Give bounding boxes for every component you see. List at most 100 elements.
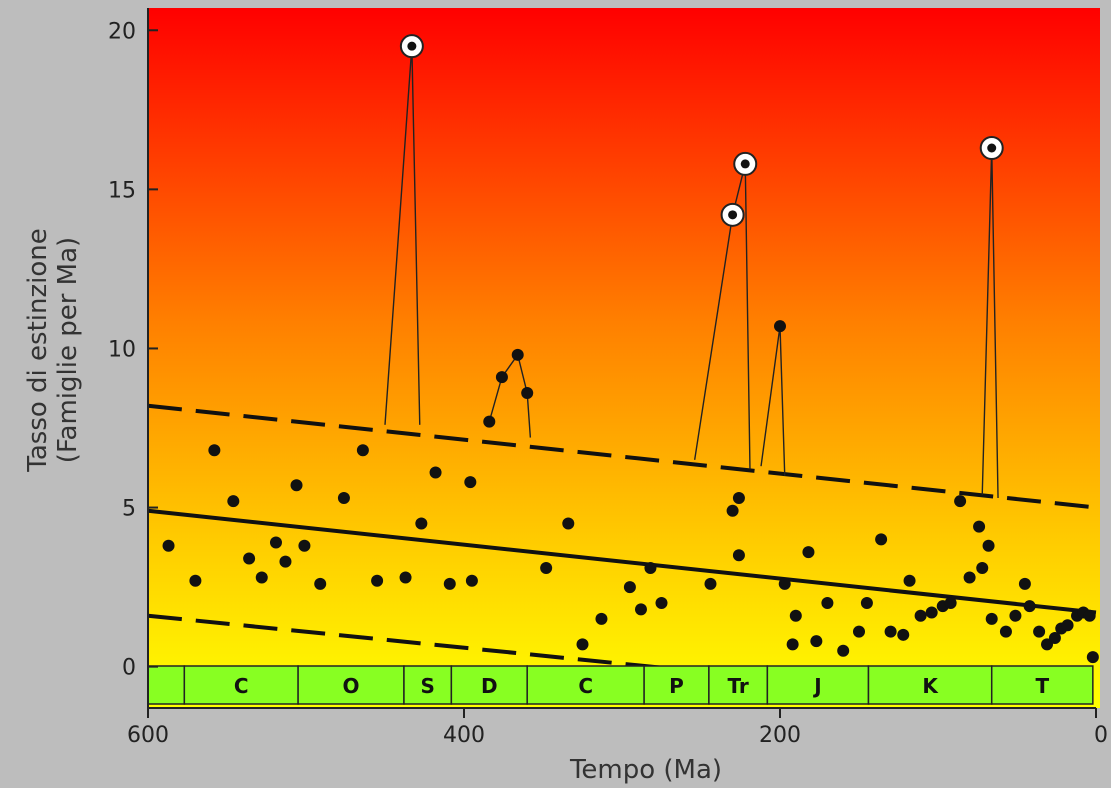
data-point bbox=[483, 415, 496, 428]
y-axis-title-line2: (Famiglie per Ma) bbox=[53, 237, 83, 463]
period-cell bbox=[766, 665, 870, 705]
data-point bbox=[595, 612, 608, 625]
data-point bbox=[985, 612, 998, 625]
data-point bbox=[914, 609, 927, 622]
period-cell bbox=[990, 665, 1094, 705]
period-label: P bbox=[669, 674, 684, 698]
data-point bbox=[562, 517, 575, 530]
data-point bbox=[999, 625, 1012, 638]
data-point bbox=[732, 492, 745, 504]
x-axis-title: Tempo (Ma) bbox=[569, 755, 722, 785]
data-point bbox=[269, 536, 282, 549]
data-point bbox=[778, 577, 791, 590]
major-extinction-marker-dot bbox=[740, 159, 750, 169]
period-label: C bbox=[234, 674, 249, 698]
period-cell bbox=[183, 665, 299, 705]
period-label: Tr bbox=[727, 674, 748, 698]
data-point bbox=[732, 549, 745, 562]
period-label: O bbox=[343, 674, 360, 698]
data-point bbox=[415, 517, 428, 530]
data-point bbox=[954, 495, 967, 508]
data-point bbox=[521, 387, 534, 399]
data-point bbox=[314, 577, 327, 590]
major-extinction-marker-dot bbox=[407, 41, 417, 51]
data-point bbox=[189, 574, 202, 587]
y-axis-title-line1: Tasso di estinzione bbox=[23, 228, 53, 472]
data-point bbox=[810, 635, 823, 648]
data-point bbox=[1009, 609, 1022, 622]
data-point bbox=[399, 571, 412, 584]
data-point bbox=[644, 562, 657, 574]
lower-band-line bbox=[147, 613, 683, 672]
period-cell bbox=[297, 665, 405, 705]
data-point bbox=[774, 320, 786, 333]
data-point bbox=[973, 520, 986, 533]
data-point bbox=[976, 562, 989, 574]
data-point bbox=[1018, 577, 1031, 590]
data-point bbox=[465, 574, 478, 587]
data-point bbox=[1048, 632, 1061, 644]
data-point bbox=[1061, 619, 1074, 632]
y-tick-label: 10 bbox=[108, 337, 136, 362]
period-label: C bbox=[578, 674, 593, 698]
data-point bbox=[429, 466, 442, 479]
period-label: J bbox=[812, 674, 821, 698]
data-point bbox=[789, 609, 802, 622]
data-point bbox=[1083, 609, 1096, 622]
band-lines bbox=[147, 403, 1097, 672]
data-point bbox=[944, 597, 957, 609]
data-point bbox=[875, 533, 888, 546]
data-point bbox=[1023, 600, 1036, 613]
axes: 0 5 10 15 20 600 400 200 0 bbox=[108, 8, 1108, 748]
data-point bbox=[576, 638, 589, 651]
data-point bbox=[337, 492, 350, 504]
data-point bbox=[786, 638, 799, 651]
data-point bbox=[540, 562, 553, 574]
data-point bbox=[884, 625, 897, 638]
data-point bbox=[443, 577, 456, 590]
data-point bbox=[623, 581, 636, 594]
data-point bbox=[371, 574, 384, 587]
data-point bbox=[982, 539, 995, 552]
data-point bbox=[356, 444, 369, 457]
y-tick-label: 20 bbox=[108, 19, 136, 44]
data-point bbox=[1086, 651, 1099, 664]
data-point bbox=[903, 574, 916, 587]
x-tick-label: 600 bbox=[127, 723, 169, 748]
data-point bbox=[464, 476, 477, 489]
spike-line-2 bbox=[693, 163, 751, 470]
period-cell bbox=[147, 665, 186, 705]
data-point bbox=[279, 555, 292, 568]
period-bar: C O S D C P Tr J K T bbox=[147, 665, 1094, 705]
data-point bbox=[837, 644, 850, 657]
data-point bbox=[227, 495, 240, 508]
y-axis-title: Tasso di estinzione (Famiglie per Ma) bbox=[23, 228, 83, 472]
data-point bbox=[1033, 625, 1046, 638]
trend-line bbox=[147, 508, 1097, 615]
data-point bbox=[726, 504, 739, 517]
major-extinction-marker-dot bbox=[728, 210, 738, 220]
data-point bbox=[495, 371, 508, 384]
data-point bbox=[511, 348, 524, 361]
data-point bbox=[897, 628, 910, 641]
data-point bbox=[821, 597, 834, 609]
data-point bbox=[704, 577, 717, 590]
period-cell bbox=[450, 665, 528, 705]
data-point bbox=[860, 597, 873, 609]
data-point bbox=[634, 603, 647, 616]
data-point bbox=[925, 606, 938, 619]
plot-area bbox=[148, 8, 1100, 708]
y-tick-label: 0 bbox=[122, 656, 136, 681]
major-extinction-marker-dot bbox=[987, 143, 997, 153]
major-extinction-markers bbox=[399, 34, 1004, 227]
x-tick-label: 400 bbox=[443, 723, 485, 748]
period-cell bbox=[708, 665, 769, 705]
data-point bbox=[853, 625, 865, 638]
period-label: S bbox=[420, 674, 434, 698]
data-point bbox=[802, 546, 815, 559]
data-points bbox=[162, 320, 1099, 664]
data-point bbox=[162, 539, 175, 552]
period-label: D bbox=[481, 674, 498, 698]
data-point bbox=[298, 539, 311, 552]
y-tick-label: 5 bbox=[122, 497, 136, 522]
